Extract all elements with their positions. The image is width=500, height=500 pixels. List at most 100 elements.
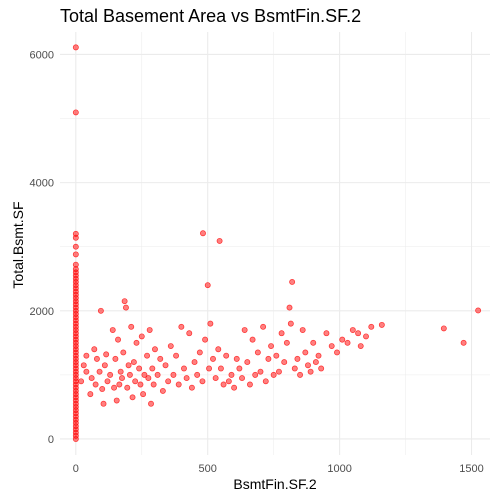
x-tick-label: 1500 — [459, 463, 483, 475]
data-point — [88, 375, 95, 382]
data-point — [196, 349, 203, 356]
data-point — [83, 368, 90, 375]
data-point — [101, 362, 108, 369]
data-point — [181, 365, 187, 372]
data-point — [210, 355, 216, 362]
data-point — [276, 368, 282, 375]
data-point — [202, 336, 209, 343]
data-point — [167, 343, 174, 349]
data-point — [228, 371, 235, 378]
data-point — [236, 365, 243, 372]
data-point — [281, 359, 288, 366]
data-point — [310, 339, 317, 346]
data-point — [116, 381, 123, 388]
data-point — [268, 343, 274, 349]
data-point — [289, 279, 296, 285]
data-point — [140, 391, 147, 398]
data-point — [109, 327, 116, 333]
data-point — [154, 371, 161, 378]
data-point — [170, 371, 177, 378]
data-point — [440, 325, 447, 332]
data-point — [80, 362, 87, 369]
data-point — [138, 333, 145, 340]
data-point — [91, 346, 98, 353]
y-tick-label: 2000 — [30, 306, 54, 318]
data-point — [186, 330, 193, 337]
data-point — [475, 307, 482, 314]
data-point — [137, 381, 144, 388]
data-point — [357, 343, 364, 349]
data-point — [148, 400, 154, 407]
data-point — [97, 307, 104, 314]
data-point — [257, 368, 264, 375]
data-point — [121, 298, 128, 305]
data-point — [125, 362, 132, 369]
data-point — [287, 320, 294, 327]
data-point — [72, 234, 79, 241]
data-point — [305, 362, 311, 369]
grid — [60, 32, 490, 455]
data-point — [302, 349, 309, 356]
data-point — [206, 365, 212, 372]
x-tick-label: 0 — [73, 463, 79, 475]
data-point — [146, 327, 153, 333]
data-point — [231, 384, 238, 391]
data-point — [162, 362, 169, 369]
y-tick-label: 4000 — [30, 178, 54, 190]
data-point — [307, 368, 314, 375]
data-point — [175, 381, 182, 388]
data-point — [241, 327, 248, 333]
data-point — [152, 346, 158, 353]
data-point — [239, 375, 245, 382]
data-point — [136, 365, 143, 372]
data-point — [104, 378, 111, 385]
data-point — [318, 365, 325, 372]
data-point — [204, 282, 211, 289]
data-point — [191, 359, 198, 366]
data-point — [144, 352, 151, 359]
data-point — [220, 381, 227, 388]
data-point — [72, 109, 79, 116]
data-point — [72, 251, 79, 258]
data-point — [363, 333, 369, 340]
data-point — [323, 330, 330, 337]
data-point — [72, 243, 79, 250]
data-point — [130, 359, 137, 366]
data-point — [111, 384, 118, 391]
data-point — [328, 343, 335, 349]
y-axis-label: Total.Bsmt.SF — [10, 201, 26, 289]
x-tick-label: 500 — [199, 463, 217, 475]
data-point — [188, 384, 195, 391]
data-point — [299, 327, 306, 333]
data-point — [217, 365, 224, 372]
data-point — [344, 339, 351, 346]
data-point — [183, 375, 190, 382]
data-point — [133, 339, 140, 346]
data-point — [273, 352, 280, 359]
data-point — [115, 336, 121, 343]
data-point — [312, 359, 319, 366]
data-point — [112, 355, 119, 362]
data-point — [159, 387, 166, 394]
tick-labels: 0 500 1000 1500 0 2000 4000 6000 — [30, 49, 484, 475]
data-point — [265, 355, 272, 362]
data-point — [132, 378, 139, 385]
data-point — [120, 349, 127, 356]
data-point — [178, 323, 185, 330]
data-point — [233, 355, 240, 362]
data-points — [72, 44, 482, 442]
data-point — [278, 330, 285, 337]
data-point — [72, 436, 79, 442]
data-point — [200, 230, 206, 237]
data-point — [72, 44, 79, 51]
data-point — [315, 352, 322, 359]
y-tick-label: 0 — [48, 434, 54, 446]
data-point — [223, 352, 230, 359]
data-point — [96, 368, 103, 375]
data-point — [252, 371, 259, 378]
data-point — [339, 336, 346, 343]
data-point — [129, 394, 136, 401]
data-point — [194, 371, 201, 378]
data-point — [244, 359, 251, 366]
data-point — [83, 352, 90, 359]
